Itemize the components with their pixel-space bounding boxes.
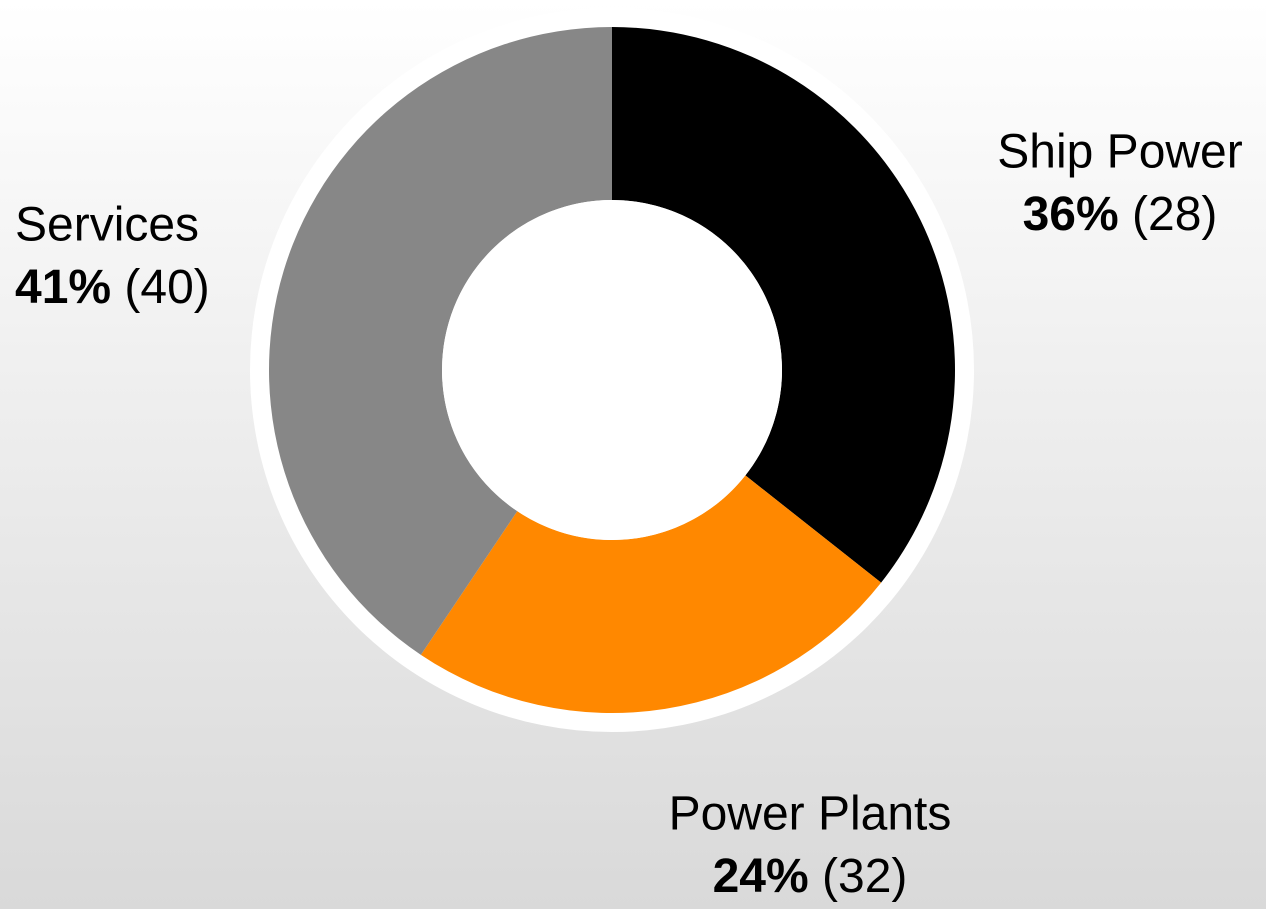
slice bbox=[269, 27, 612, 655]
slice-label: Ship Power bbox=[997, 126, 1242, 179]
inner-ring bbox=[442, 200, 782, 540]
secondary-label: (32) bbox=[822, 850, 907, 903]
value-label-group: 36% (28) bbox=[1023, 188, 1218, 241]
slice-label: Services bbox=[15, 199, 199, 252]
slice-label: Power Plants bbox=[669, 788, 952, 841]
value-label: 41% bbox=[15, 261, 111, 314]
value-label: 36% bbox=[1023, 188, 1119, 241]
value-label-group: 24% (32) bbox=[713, 850, 908, 903]
value-label-group: 41% (40) bbox=[15, 261, 210, 314]
secondary-label: (28) bbox=[1132, 188, 1217, 241]
secondary-label: (40) bbox=[124, 261, 209, 314]
value-label: 24% bbox=[713, 850, 809, 903]
slice bbox=[420, 475, 882, 713]
slice bbox=[612, 27, 956, 583]
